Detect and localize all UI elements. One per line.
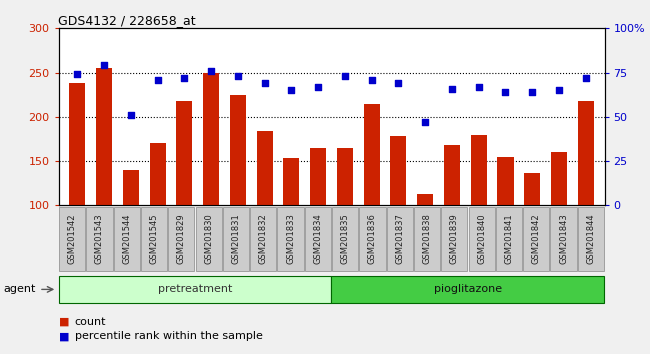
Bar: [203, 73, 219, 294]
Text: GSM201834: GSM201834: [313, 213, 322, 264]
Text: percentile rank within the sample: percentile rank within the sample: [75, 331, 263, 341]
Bar: [363, 104, 380, 294]
Point: [99, 63, 109, 68]
Bar: [444, 145, 460, 294]
Bar: [310, 148, 326, 294]
Bar: [69, 83, 85, 294]
Text: GSM201843: GSM201843: [559, 213, 568, 264]
Bar: [578, 101, 594, 294]
Point: [580, 75, 591, 81]
Bar: [230, 95, 246, 294]
Text: GSM201836: GSM201836: [368, 213, 377, 264]
Point: [473, 84, 484, 90]
Point: [179, 75, 190, 81]
Point: [72, 72, 83, 77]
Point: [340, 73, 350, 79]
Point: [447, 86, 457, 91]
Text: agent: agent: [3, 284, 36, 295]
Text: GSM201545: GSM201545: [150, 214, 159, 264]
Point: [527, 89, 538, 95]
Bar: [257, 131, 272, 294]
Text: pretreatment: pretreatment: [158, 284, 232, 295]
Bar: [497, 156, 514, 294]
Text: GSM201831: GSM201831: [231, 213, 240, 264]
Text: GSM201837: GSM201837: [395, 213, 404, 264]
Text: GSM201839: GSM201839: [450, 213, 459, 264]
Bar: [150, 143, 166, 294]
Bar: [176, 101, 192, 294]
Point: [500, 89, 511, 95]
Text: GSM201544: GSM201544: [122, 214, 131, 264]
Point: [554, 87, 564, 93]
Bar: [337, 148, 353, 294]
Point: [259, 80, 270, 86]
Text: GDS4132 / 228658_at: GDS4132 / 228658_at: [58, 14, 196, 27]
Bar: [283, 159, 300, 294]
Text: GSM201542: GSM201542: [68, 214, 77, 264]
Bar: [417, 194, 433, 294]
Text: GSM201841: GSM201841: [504, 213, 514, 264]
Text: GSM201833: GSM201833: [286, 213, 295, 264]
Point: [367, 77, 377, 82]
Point: [420, 119, 430, 125]
Text: GSM201543: GSM201543: [95, 213, 104, 264]
Text: count: count: [75, 317, 106, 327]
Bar: [123, 170, 139, 294]
Point: [233, 73, 243, 79]
Bar: [524, 173, 540, 294]
Text: GSM201844: GSM201844: [586, 213, 595, 264]
Point: [152, 77, 162, 82]
Text: ■: ■: [58, 331, 69, 341]
Text: ■: ■: [58, 317, 69, 327]
Text: GSM201829: GSM201829: [177, 213, 186, 264]
Text: GSM201838: GSM201838: [422, 213, 432, 264]
Text: pioglitazone: pioglitazone: [434, 284, 502, 295]
Text: GSM201842: GSM201842: [532, 213, 541, 264]
Text: GSM201835: GSM201835: [341, 213, 350, 264]
Point: [286, 87, 296, 93]
Bar: [551, 152, 567, 294]
Text: GSM201840: GSM201840: [477, 213, 486, 264]
Bar: [96, 68, 112, 294]
Bar: [471, 135, 487, 294]
Text: GSM201832: GSM201832: [259, 213, 268, 264]
Point: [206, 68, 216, 74]
Bar: [391, 136, 406, 294]
Point: [125, 112, 136, 118]
Text: GSM201830: GSM201830: [204, 213, 213, 264]
Point: [393, 80, 404, 86]
Point: [313, 84, 323, 90]
